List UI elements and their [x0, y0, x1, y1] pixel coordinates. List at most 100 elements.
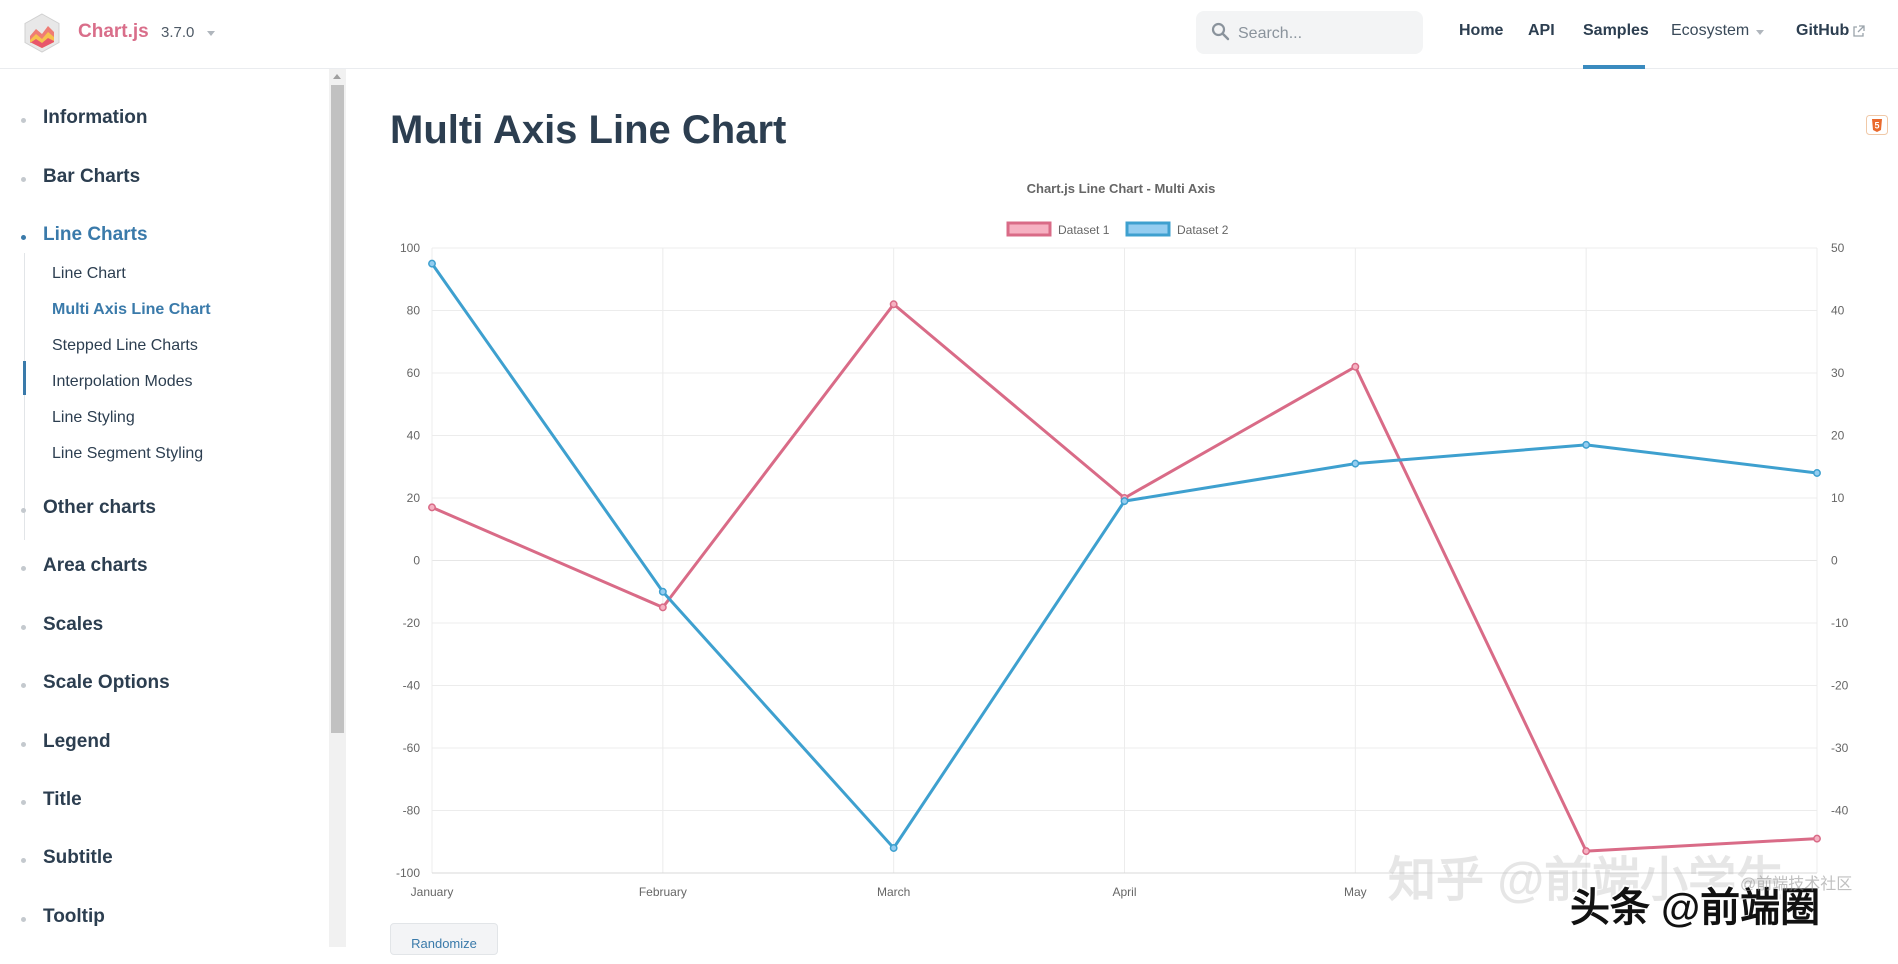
search-icon: [1211, 22, 1230, 41]
sidebar-section-legend[interactable]: Legend: [43, 731, 111, 752]
svg-text:5: 5: [1874, 121, 1879, 131]
x-tick-label: April: [1112, 885, 1136, 899]
sidebar-section-bar-charts[interactable]: Bar Charts: [43, 166, 141, 187]
legend-label[interactable]: Dataset 2: [1177, 223, 1229, 237]
data-point[interactable]: [428, 503, 436, 512]
sidebar-subnav-line: [24, 253, 25, 540]
randomize-button[interactable]: Randomize: [390, 923, 498, 955]
bullet-icon: [21, 508, 26, 513]
chartjs-logo-icon[interactable]: [22, 12, 62, 54]
bullet-icon: [21, 742, 26, 747]
y-left-tick-label: 100: [400, 241, 420, 255]
y-right-tick-label: -30: [1831, 741, 1849, 755]
x-tick-label: February: [639, 885, 687, 899]
brand-link[interactable]: Chart.js: [78, 21, 149, 42]
data-point[interactable]: [1351, 362, 1360, 371]
sidebar-section-other-charts[interactable]: Other charts: [43, 497, 156, 518]
y-right-tick-label: 50: [1831, 241, 1845, 255]
data-point[interactable]: [658, 587, 667, 596]
search-input[interactable]: [1236, 11, 1420, 56]
nav-github[interactable]: GitHub: [1796, 22, 1850, 39]
y-axis-left: 100 80 60 40 20 0 -20 -40 -60 -80 -100: [396, 241, 420, 880]
bullet-icon: [21, 177, 26, 182]
bullet-icon: [21, 625, 26, 630]
sidebar-section-area-charts[interactable]: Area charts: [43, 555, 148, 576]
data-point[interactable]: [658, 603, 667, 612]
y-left-tick-label: -100: [396, 866, 420, 880]
sidebar-section-line-charts[interactable]: Line Charts: [43, 224, 148, 245]
legend-swatch[interactable]: [1125, 221, 1171, 237]
page-title: Multi Axis Line Chart: [390, 108, 787, 152]
y-left-tick-label: -20: [403, 616, 421, 630]
y-right-tick-label: -40: [1831, 804, 1849, 818]
y-left-tick-label: -80: [403, 804, 421, 818]
sidebar-item-interpolation-modes[interactable]: Interpolation Modes: [52, 373, 193, 390]
bullet-icon: [21, 683, 26, 688]
data-point[interactable]: [1351, 459, 1360, 468]
sidebar: Information Bar Charts Line Charts Line …: [0, 69, 346, 947]
nav-active-indicator: [1583, 65, 1645, 69]
bullet-icon: [21, 917, 26, 922]
y-right-tick-label: -20: [1831, 679, 1849, 693]
external-link-icon: [1853, 25, 1865, 37]
data-point[interactable]: [1813, 469, 1821, 477]
chevron-down-icon[interactable]: [207, 31, 215, 36]
chart-title: Chart.js Line Chart - Multi Axis: [1027, 181, 1216, 196]
y-left-tick-label: 60: [407, 366, 421, 380]
sidebar-section-scale-options[interactable]: Scale Options: [43, 672, 170, 693]
data-point[interactable]: [1813, 834, 1821, 843]
x-tick-label: March: [877, 885, 910, 899]
sidebar-section-subtitle[interactable]: Subtitle: [43, 847, 113, 868]
nav-samples[interactable]: Samples: [1583, 22, 1649, 39]
y-right-tick-label: 30: [1831, 366, 1845, 380]
sidebar-section-title[interactable]: Title: [43, 789, 82, 810]
data-point[interactable]: [428, 259, 436, 268]
data-point[interactable]: [1582, 440, 1591, 449]
sidebar-item-multi-axis-line-chart[interactable]: Multi Axis Line Chart: [52, 301, 211, 318]
x-axis: January February March April May: [411, 885, 1367, 899]
data-point[interactable]: [1120, 497, 1129, 506]
y-left-tick-label: -40: [403, 679, 421, 693]
y-axis-right: 50 40 30 20 10 0 -10 -20 -30 -40: [1831, 241, 1849, 818]
sidebar-item-stepped-line-charts[interactable]: Stepped Line Charts: [52, 337, 198, 354]
bullet-icon: [21, 566, 26, 571]
nav-ecosystem[interactable]: Ecosystem: [1671, 22, 1750, 39]
multi-axis-line-chart[interactable]: Chart.js Line Chart - Multi Axis Dataset…: [380, 175, 1860, 915]
chart-legend: Dataset 1 Dataset 2: [1006, 221, 1229, 237]
y-left-tick-label: 0: [413, 554, 420, 568]
sidebar-section-scales[interactable]: Scales: [43, 614, 104, 635]
sidebar-section-tooltip[interactable]: Tooltip: [43, 906, 105, 927]
data-point[interactable]: [889, 844, 898, 852]
sidebar-scrollbar-thumb[interactable]: [331, 85, 344, 733]
chart-series: [428, 259, 1821, 856]
version-selector[interactable]: 3.7.0: [161, 24, 195, 41]
chevron-down-icon[interactable]: [1756, 30, 1764, 35]
html5-badge-icon[interactable]: 5: [1866, 115, 1888, 135]
sidebar-section-information[interactable]: Information: [43, 107, 148, 128]
search-box[interactable]: [1196, 11, 1423, 56]
sidebar-item-line-styling[interactable]: Line Styling: [52, 409, 135, 426]
sidebar-item-line-chart[interactable]: Line Chart: [52, 265, 126, 282]
x-tick-label: January: [411, 885, 454, 899]
sidebar-active-indicator: [23, 361, 26, 395]
y-left-tick-label: 20: [407, 491, 421, 505]
nav-api[interactable]: API: [1528, 22, 1555, 39]
data-point[interactable]: [889, 300, 898, 309]
legend-swatch[interactable]: [1006, 221, 1052, 237]
bullet-icon: [21, 858, 26, 863]
sidebar-item-line-segment-styling[interactable]: Line Segment Styling: [52, 445, 204, 462]
bullet-icon: [21, 118, 26, 123]
y-right-tick-label: 20: [1831, 429, 1845, 443]
data-point[interactable]: [1582, 847, 1591, 856]
y-left-tick-label: 80: [407, 304, 421, 318]
bullet-icon: [21, 800, 26, 805]
legend-label[interactable]: Dataset 1: [1058, 223, 1110, 237]
nav-home[interactable]: Home: [1459, 22, 1504, 39]
top-navbar: Chart.js 3.7.0 Home API Samples Ecosyste…: [0, 0, 1898, 69]
y-right-tick-label: 0: [1831, 554, 1838, 568]
y-left-tick-label: -60: [403, 741, 421, 755]
y-right-tick-label: 10: [1831, 491, 1845, 505]
scroll-up-arrow-icon[interactable]: [333, 74, 341, 79]
y-right-tick-label: -10: [1831, 616, 1849, 630]
x-tick-label: May: [1344, 885, 1367, 899]
